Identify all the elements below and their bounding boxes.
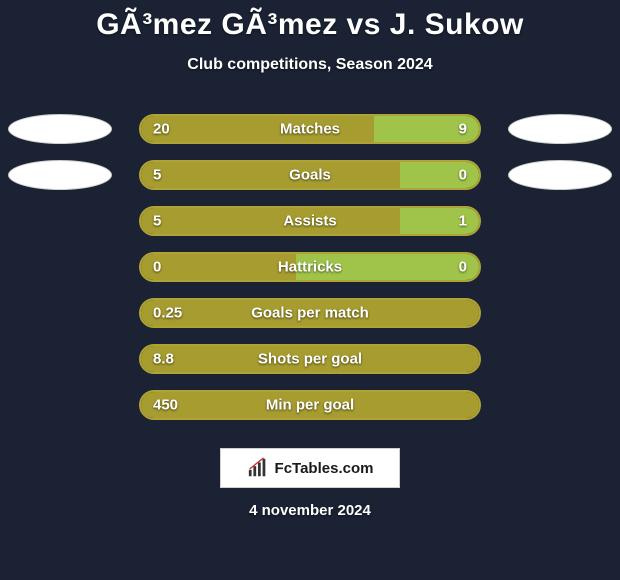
stat-bar: Goals per match0.25 xyxy=(139,298,481,328)
stat-bar-left-fill xyxy=(141,162,400,188)
stat-row: Min per goal450 xyxy=(0,382,620,428)
player-avatar-left xyxy=(8,160,112,190)
subtitle: Club competitions, Season 2024 xyxy=(0,56,620,74)
stat-row: Goals per match0.25 xyxy=(0,290,620,336)
player-avatar-right xyxy=(508,114,612,144)
comparison-chart: Matches209 Goals50 Assists51 Hattricks00 Goa… xyxy=(0,106,620,428)
stat-bar-left-fill xyxy=(141,116,374,142)
stat-bar-right-fill xyxy=(400,208,479,234)
chart-icon xyxy=(247,457,269,479)
stat-bar-left-fill xyxy=(141,254,296,280)
stat-bar-left-fill xyxy=(141,208,400,234)
stat-row: Matches209 xyxy=(0,106,620,152)
stat-row: Goals50 xyxy=(0,152,620,198)
stat-bar-right-fill xyxy=(400,162,479,188)
stat-bar: Min per goal450 xyxy=(139,390,481,420)
page-title: GÃ³mez GÃ³mez vs J. Sukow xyxy=(0,0,620,42)
stat-bar-right-fill xyxy=(374,116,479,142)
stat-bar-right-fill xyxy=(296,254,479,280)
stat-row: Hattricks00 xyxy=(0,244,620,290)
player-avatar-right xyxy=(508,160,612,190)
stat-bar-left-fill xyxy=(141,346,479,372)
brand-badge: FcTables.com xyxy=(220,448,400,488)
stat-bar: Hattricks00 xyxy=(139,252,481,282)
date-text: 4 november 2024 xyxy=(249,502,371,519)
stat-bar-left-fill xyxy=(141,392,479,418)
stat-row: Assists51 xyxy=(0,198,620,244)
stat-bar: Matches209 xyxy=(139,114,481,144)
stat-bar-left-fill xyxy=(141,300,479,326)
brand-text: FcTables.com xyxy=(275,460,374,477)
stat-bar: Shots per goal8.8 xyxy=(139,344,481,374)
stat-bar: Goals50 xyxy=(139,160,481,190)
stat-bar: Assists51 xyxy=(139,206,481,236)
player-avatar-left xyxy=(8,114,112,144)
stat-row: Shots per goal8.8 xyxy=(0,336,620,382)
